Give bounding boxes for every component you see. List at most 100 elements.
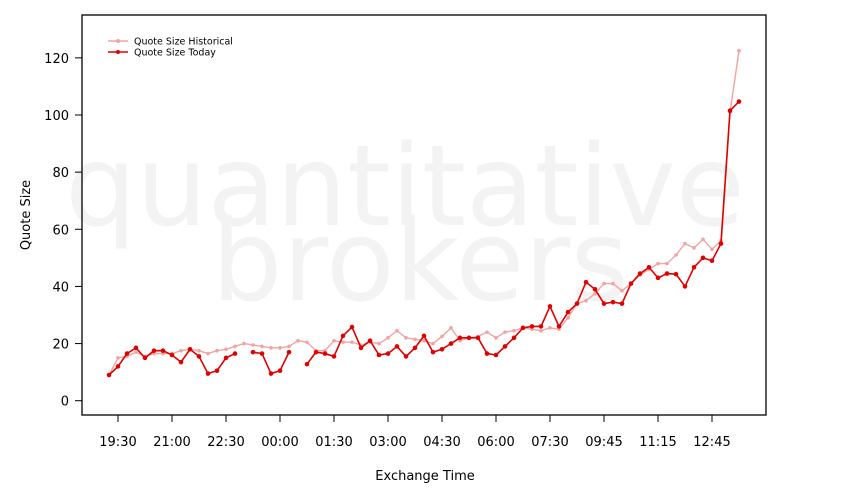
data-point <box>232 351 238 356</box>
data-point <box>566 316 570 320</box>
data-point <box>179 348 183 353</box>
data-point <box>493 352 499 358</box>
data-point <box>349 324 355 330</box>
watermark: brokers <box>211 197 628 327</box>
data-point <box>124 351 130 356</box>
data-point <box>583 279 589 285</box>
data-point <box>709 258 715 264</box>
data-point <box>269 346 273 350</box>
data-point <box>637 271 643 276</box>
data-point <box>656 261 660 266</box>
data-point <box>475 335 481 341</box>
data-point <box>133 345 139 351</box>
data-point <box>466 335 472 341</box>
x-tick-label: 09:45 <box>585 435 622 450</box>
data-point <box>169 352 175 358</box>
data-point <box>529 324 535 329</box>
data-point <box>584 298 588 303</box>
data-point <box>386 336 390 340</box>
y-tick-label: 100 <box>44 109 69 124</box>
data-point <box>116 356 120 360</box>
data-point <box>223 355 229 361</box>
data-point <box>214 368 220 374</box>
data-point <box>260 344 264 349</box>
legend-marker <box>116 39 120 43</box>
data-point <box>611 281 615 286</box>
data-point <box>565 309 571 315</box>
y-axis-title: Quote Size <box>19 180 34 250</box>
data-point <box>431 341 435 346</box>
data-point <box>548 326 552 330</box>
data-point <box>233 344 237 349</box>
data-point <box>574 301 580 306</box>
data-point <box>718 241 724 246</box>
data-point <box>160 348 166 354</box>
data-point <box>305 340 309 344</box>
data-point <box>322 351 328 356</box>
data-point <box>115 364 121 369</box>
data-point <box>142 355 148 361</box>
x-tick-label: 11:15 <box>639 435 676 450</box>
legend-label: Quote Size Historical <box>134 37 233 48</box>
y-tick-label: 20 <box>52 338 69 353</box>
data-point <box>700 255 706 261</box>
data-point <box>512 328 516 333</box>
data-point <box>206 351 210 356</box>
legend-marker <box>116 50 120 54</box>
data-point <box>673 271 679 277</box>
data-point <box>494 336 498 340</box>
data-point <box>691 264 697 270</box>
x-tick-label: 00:00 <box>261 435 298 450</box>
data-point <box>187 346 193 352</box>
y-tick-label: 120 <box>44 52 69 67</box>
data-point <box>440 334 444 339</box>
x-tick-label: 04:30 <box>423 435 460 450</box>
data-point <box>268 371 274 376</box>
data-point <box>601 301 607 306</box>
data-point <box>593 291 597 296</box>
data-point <box>556 324 562 329</box>
data-point <box>674 253 678 257</box>
data-point <box>502 344 508 349</box>
data-point <box>313 349 319 355</box>
x-tick-label: 06:00 <box>477 435 514 450</box>
data-point <box>610 299 616 305</box>
data-point <box>404 336 408 340</box>
data-point <box>251 343 255 347</box>
y-tick-label: 0 <box>61 395 69 410</box>
data-point <box>332 338 336 343</box>
data-point <box>350 340 354 344</box>
data-point <box>296 338 300 343</box>
x-axis-title: Exchange Time <box>375 469 474 484</box>
data-point <box>134 350 138 354</box>
data-point <box>376 352 382 358</box>
x-tick-label: 03:00 <box>369 435 406 450</box>
data-point <box>242 341 246 346</box>
data-point <box>395 328 399 333</box>
data-point <box>520 325 526 331</box>
data-point <box>665 261 669 266</box>
data-point <box>304 361 310 367</box>
data-point <box>377 341 381 346</box>
data-point <box>106 372 112 378</box>
data-point <box>655 275 661 281</box>
y-tick-label: 40 <box>52 280 69 295</box>
data-point <box>620 288 624 293</box>
data-point <box>196 354 202 359</box>
data-point <box>278 346 282 350</box>
data-point <box>341 340 345 344</box>
data-point <box>277 368 283 374</box>
data-point <box>367 338 373 344</box>
data-point <box>412 345 418 351</box>
data-point <box>250 349 256 355</box>
y-tick-label: 80 <box>52 166 69 181</box>
x-tick-label: 12:45 <box>693 435 730 450</box>
data-point <box>628 281 634 286</box>
data-point <box>421 333 427 339</box>
data-point <box>205 371 211 376</box>
data-point <box>413 337 417 342</box>
x-tick-label: 21:00 <box>153 435 190 450</box>
data-point <box>710 247 714 252</box>
data-point <box>701 237 705 242</box>
